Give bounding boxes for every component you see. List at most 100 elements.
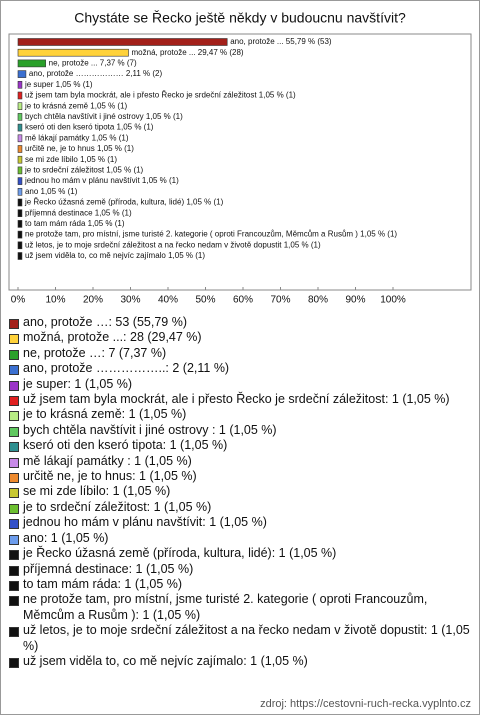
bar <box>17 188 23 196</box>
legend-label: je Řecko úžasná země (příroda, kultura, … <box>23 546 337 561</box>
legend-label: je to srdeční záležitost: 1 (1,05 %) <box>23 499 212 514</box>
legend-swatch <box>9 565 19 576</box>
bar <box>17 177 23 185</box>
legend-swatch <box>9 365 19 376</box>
data-label: mě lákají památky 1,05 % (1) <box>25 133 129 142</box>
bar <box>17 145 23 153</box>
legend-label: ano, protože …: 53 (55,79 %) <box>23 315 187 329</box>
bar <box>17 113 23 121</box>
legend-label: mě lákají památky : 1 (1,05 %) <box>23 453 192 468</box>
legend-item: je to srdeční záležitost: 1 (1,05 %) <box>9 500 471 515</box>
x-tick-label: 70% <box>270 295 290 306</box>
bar <box>17 220 23 228</box>
x-tick-label: 100% <box>380 295 406 306</box>
data-label: už jsem tam byla mockrát, ale i přesto Ř… <box>25 91 296 100</box>
legend-label: je to krásná země: 1 (1,05 %) <box>23 407 187 422</box>
legend-item: bych chtěla navštívit i jiné ostrovy : 1… <box>9 423 471 438</box>
legend-item: se mi zde líbilo: 1 (1,05 %) <box>9 484 471 499</box>
data-label: je to srdeční záležitost 1,05 % (1) <box>24 166 144 175</box>
data-label: ne protože tam, pro místní, jsme turisté… <box>25 230 397 239</box>
data-label: ano, protože ……………… 2,11 % (2) <box>29 69 163 78</box>
legend-item: kseró oti den kseró tipota: 1 (1,05 %) <box>9 438 471 453</box>
chart: Chystáte se Řecko ještě někdy v budoucnu… <box>8 10 472 306</box>
legend-swatch <box>9 319 19 329</box>
data-label: je super 1,05 % (1) <box>24 80 93 89</box>
bar <box>17 230 23 239</box>
plot-frame <box>8 33 472 291</box>
legend-swatch <box>9 534 19 545</box>
data-label: je to krásná země 1,05 % (1) <box>24 101 128 110</box>
bar <box>17 134 23 143</box>
bar <box>17 70 27 78</box>
bar <box>17 38 228 46</box>
bar <box>17 102 23 110</box>
legend-label: možná, protože ...: 28 (29,47 %) <box>23 330 202 345</box>
legend-swatch <box>9 580 19 591</box>
legend-item: možná, protože ...: 28 (29,47 %) <box>9 330 471 345</box>
legend-label: bych chtěla navštívit i jiné ostrovy : 1… <box>23 422 277 437</box>
legend: ano, protože …: 53 (55,79 %) možná, proto… <box>9 315 471 669</box>
legend-swatch <box>9 411 19 422</box>
legend-label: určitě ne, je to hnus: 1 (1,05 %) <box>23 469 197 484</box>
x-tick-label: 40% <box>158 295 178 306</box>
bar <box>17 209 23 217</box>
legend-label: se mi zde líbilo: 1 (1,05 %) <box>23 484 171 499</box>
x-tick-label: 80% <box>308 295 328 306</box>
legend-label: příjemná destinace: 1 (1,05 %) <box>23 561 194 576</box>
legend-item: to tam mám ráda: 1 (1,05 %) <box>9 577 471 592</box>
legend-label: to tam mám ráda: 1 (1,05 %) <box>23 576 183 591</box>
data-label: kseró oti den kseró tipota 1,05 % (1) <box>25 123 154 132</box>
legend-label: ano: 1 (1,05 %) <box>23 530 109 545</box>
legend-item: příjemná destinace: 1 (1,05 %) <box>9 562 471 577</box>
bar <box>17 59 46 68</box>
bar <box>17 155 23 164</box>
data-label: jednou ho mám v plánu navštívit 1,05 % (… <box>24 176 179 185</box>
bar <box>17 241 23 250</box>
data-label: ano 1,05 % (1) <box>25 187 78 196</box>
legend-item: je Řecko úžasná země (příroda, kultura, … <box>9 546 471 561</box>
legend-label: už letos, je to moje srdeční záležitost … <box>23 623 470 653</box>
x-tick-label: 60% <box>233 295 253 306</box>
data-label: to tam mám ráda 1,05 % (1) <box>25 219 125 228</box>
legend-swatch <box>9 426 19 437</box>
legend-swatch <box>9 550 19 561</box>
bar <box>17 198 23 207</box>
data-label: ano, protože ... 55,79 % (53) <box>230 37 332 46</box>
bar <box>17 123 23 132</box>
x-tick-label: 10% <box>45 295 65 306</box>
legend-swatch <box>9 457 19 468</box>
bar <box>17 91 23 100</box>
legend-swatch <box>9 657 19 668</box>
legend-label: kseró oti den kseró tipota: 1 (1,05 %) <box>23 438 228 453</box>
data-label: možná, protože ... 29,47 % (28) <box>132 48 244 57</box>
x-tick-label: 50% <box>195 295 215 306</box>
legend-swatch <box>9 396 19 407</box>
legend-item: jednou ho mám v plánu navštívit: 1 (1,05… <box>9 515 471 530</box>
bar <box>17 48 129 57</box>
bar <box>17 252 23 260</box>
legend-item: je to krásná země: 1 (1,05 %) <box>9 407 471 422</box>
legend-swatch <box>9 349 19 360</box>
data-label: už letos, je to moje srdeční záležitost … <box>25 240 321 249</box>
data-label: je Řecko úžasná země (příroda, kultura, … <box>24 198 224 207</box>
legend-swatch <box>9 596 19 607</box>
legend-item: je super: 1 (1,05 %) <box>9 377 471 392</box>
legend-item: ano, protože ……………..: 2 (2,11 %) <box>9 361 471 376</box>
legend-label: už jsem viděla to, co mě nejvíc zajímalo… <box>23 653 308 668</box>
legend-swatch <box>9 503 19 514</box>
chart-title: Chystáte se Řecko ještě někdy v budoucnu… <box>74 10 406 26</box>
legend-label: už jsem tam byla mockrát, ale i přesto Ř… <box>23 392 450 407</box>
data-label: už jsem viděla to, co mě nejvíc zajímalo… <box>25 251 205 260</box>
bar <box>17 81 23 89</box>
legend-item: mě lákají památky : 1 (1,05 %) <box>9 454 471 469</box>
legend-item: ne, protože …: 7 (7,37 %) <box>9 346 471 361</box>
legend-swatch <box>9 519 19 530</box>
legend-swatch <box>9 334 19 345</box>
legend-item: už jsem tam byla mockrát, ale i přesto Ř… <box>9 392 471 407</box>
x-tick-label: 0% <box>11 295 26 306</box>
x-tick-label: 30% <box>120 295 140 306</box>
data-label: ne, protože ... 7,37 % (7) <box>49 59 137 68</box>
legend-item: ne protože tam, pro místní, jsme turisté… <box>9 592 471 623</box>
legend-swatch <box>9 442 19 453</box>
data-label: bych chtěla navštívit i jiné ostrovy 1,0… <box>25 112 183 121</box>
